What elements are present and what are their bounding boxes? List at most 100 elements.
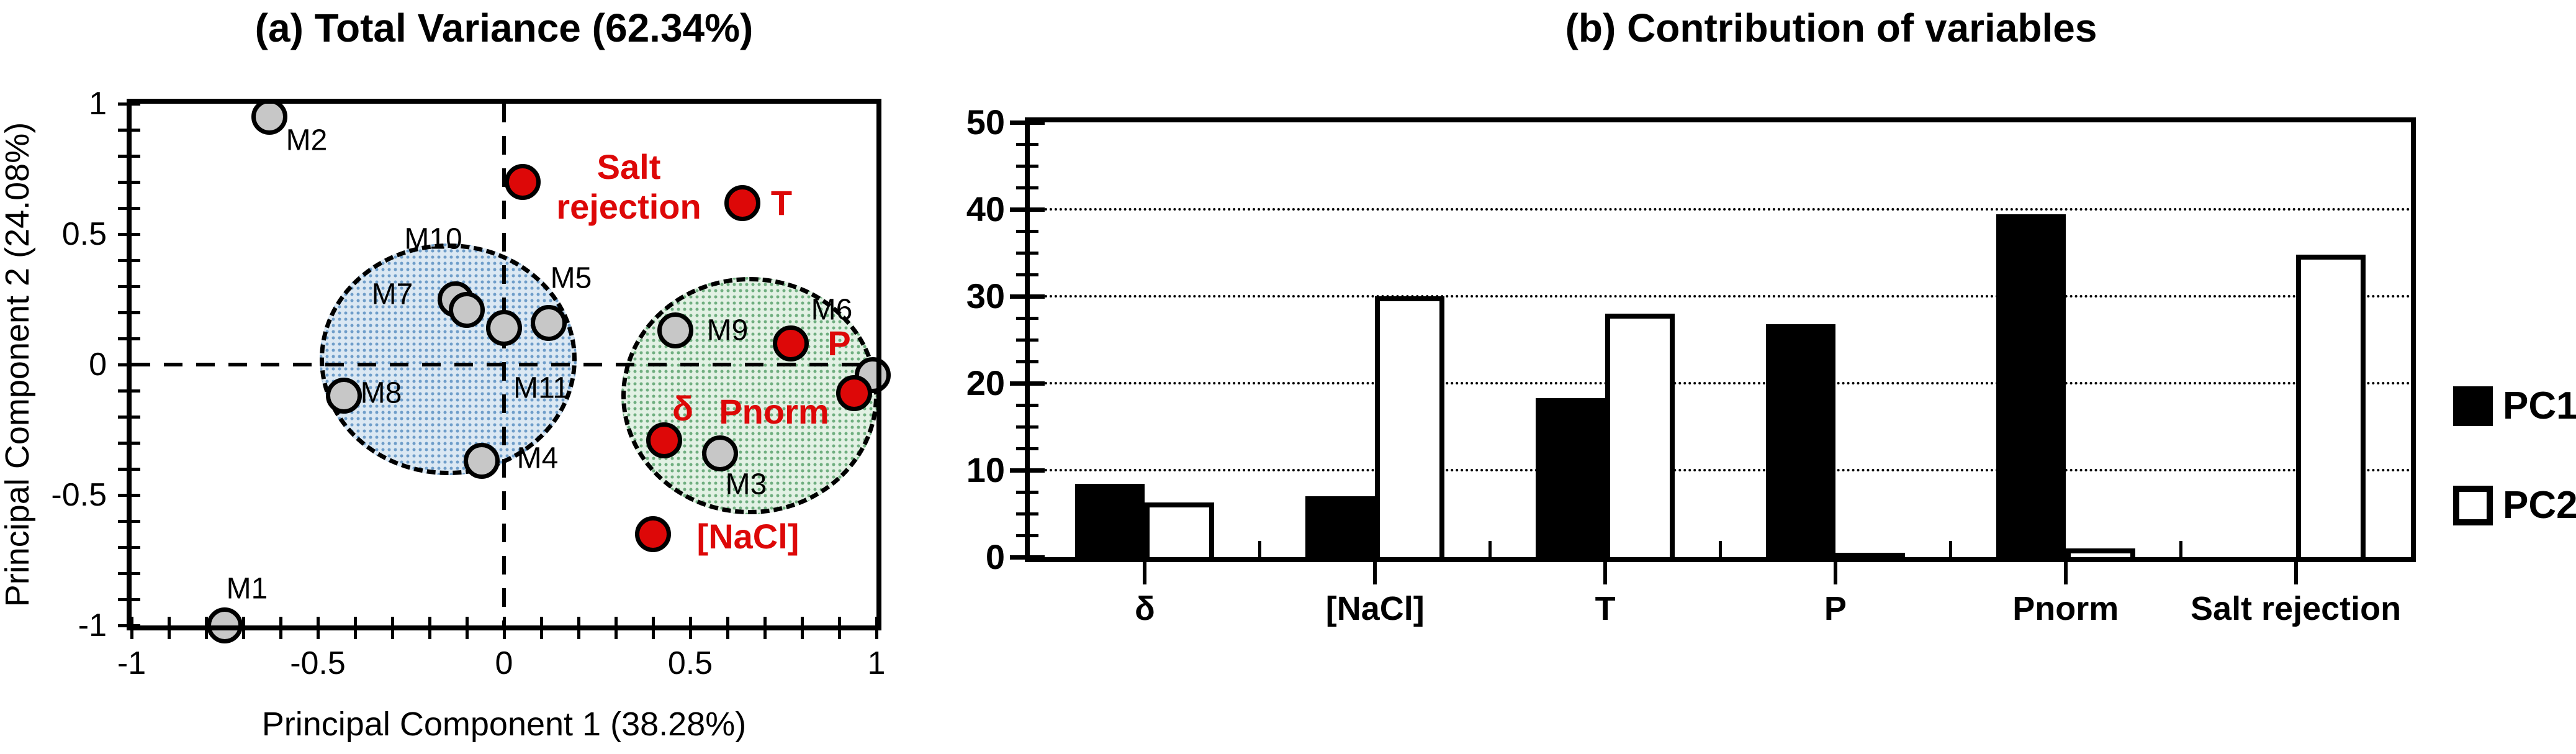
b-y-axis-tick <box>1016 447 1038 450</box>
x-axis-tick <box>837 617 841 639</box>
x-axis-tick <box>130 617 133 639</box>
y-axis-tick <box>118 180 140 184</box>
x-axis-tick <box>390 617 394 639</box>
b-x-axis-tick-boundary <box>1948 541 1952 557</box>
b-y-axis-tick <box>1016 490 1038 494</box>
bar-pc2-Salt rejection <box>2295 254 2366 557</box>
x-axis-tick <box>241 617 245 639</box>
y-axis-tick <box>118 519 140 523</box>
y-axis-tick <box>118 311 140 314</box>
variable-label-δ: δ <box>672 389 693 429</box>
y-axis-tick <box>118 284 140 288</box>
b-y-axis-tick <box>1016 251 1038 255</box>
bar-pc1-T <box>1536 397 1606 557</box>
gridline-20 <box>1030 382 2411 384</box>
b-x-axis-tick-boundary <box>2179 541 2182 557</box>
x-axis-tick <box>502 617 506 639</box>
y-axis-tick <box>118 545 140 549</box>
category-label-Salt rejection: Salt rejection <box>2191 590 2402 627</box>
scatter-point-M5 <box>531 304 567 341</box>
b-y-axis-tick <box>1016 512 1038 516</box>
scatter-point-M11 <box>486 310 522 347</box>
variable-point-[NaCl] <box>635 516 671 552</box>
b-y-axis-tick <box>1016 316 1038 320</box>
scatter-point-M1 <box>207 607 243 643</box>
y-axis-tick <box>118 363 140 366</box>
scatter-point-M2 <box>251 99 287 135</box>
sample-label-M4: M4 <box>516 442 559 475</box>
panel-a-x-axis-title: Principal Component 1 (38.28%) <box>261 706 747 743</box>
bar-pc2-T <box>1605 314 1675 557</box>
category-label-[NaCl]: [NaCl] <box>1325 590 1425 627</box>
sample-label-M7: M7 <box>371 278 413 311</box>
x-axis-tick <box>726 617 729 639</box>
category-label-δ: δ <box>1135 590 1155 627</box>
b-x-axis-tick-boundary <box>1488 541 1492 557</box>
x-axis-tick <box>875 617 878 639</box>
b-y-axis-tick <box>1010 555 1045 560</box>
b-y-axis-tick <box>1010 381 1045 386</box>
b-y-axis-tick <box>1016 229 1038 233</box>
blue-cluster-ellipse <box>320 243 577 476</box>
gridline-30 <box>1030 295 2411 298</box>
sample-label-M5: M5 <box>550 261 592 295</box>
sample-label-M3: M3 <box>725 468 767 501</box>
y-axis-tick <box>118 102 140 106</box>
b-y-axis-tick <box>1016 360 1038 363</box>
y-tick-label: -1 <box>78 607 107 643</box>
b-x-axis-tick-center <box>1143 562 1147 584</box>
b-y-axis-tick <box>1016 425 1038 429</box>
b-y-axis-tick <box>1016 186 1038 189</box>
pc1-swatch-icon <box>2453 386 2493 426</box>
x-tick-label: -0.5 <box>290 645 346 681</box>
x-axis-tick <box>204 617 208 639</box>
sample-label-M2: M2 <box>286 124 328 157</box>
b-y-axis-tick <box>1010 468 1045 473</box>
bar-pc2-[NaCl] <box>1375 296 1445 557</box>
b-y-axis-tick <box>1016 164 1038 168</box>
b-x-axis-tick-boundary <box>1258 541 1262 557</box>
b-x-axis-tick-center <box>2063 562 2068 584</box>
zero-line-vertical <box>502 104 506 625</box>
bar-pc2-Pnorm <box>2065 548 2135 557</box>
sample-label-M9: M9 <box>706 314 749 347</box>
sample-label-M11: M11 <box>513 371 569 405</box>
variable-point-Pnorm <box>836 375 872 412</box>
sample-label-M6: M6 <box>811 293 853 327</box>
variable-label-[NaCl]: [NaCl] <box>696 517 799 556</box>
y-axis-tick <box>118 154 140 158</box>
b-y-axis-tick <box>1016 403 1038 407</box>
bar-pc1-[NaCl] <box>1305 496 1376 557</box>
scatter-point-M8 <box>326 378 362 414</box>
b-y-axis-tick <box>1016 142 1038 146</box>
x-axis-tick <box>800 617 804 639</box>
panel-a-title: (a) Total Variance (62.34%) <box>254 6 754 50</box>
variable-label-Pnorm: Pnorm <box>719 391 829 431</box>
y-axis-tick <box>118 493 140 497</box>
b-y-tick-label: 10 <box>966 450 1005 489</box>
x-axis-tick <box>763 617 767 639</box>
scatter-point-M9 <box>657 312 693 349</box>
x-tick-label: 0 <box>495 645 513 681</box>
b-x-axis-tick-center <box>1833 562 1837 584</box>
legend-item-pc1: PC1 <box>2453 386 2576 426</box>
pc2-legend-label: PC2 <box>2503 484 2576 527</box>
b-y-axis-tick <box>1016 273 1038 276</box>
b-x-axis-tick-center <box>1603 562 1608 584</box>
y-tick-label: 1 <box>89 86 107 122</box>
pc2-swatch-icon <box>2453 486 2493 525</box>
x-tick-label: 0.5 <box>667 645 713 681</box>
variable-point-δ <box>646 422 682 458</box>
x-axis-tick <box>428 617 431 639</box>
y-tick-label: -0.5 <box>51 477 107 513</box>
gridline-40 <box>1030 208 2411 211</box>
x-axis-tick <box>651 617 655 639</box>
b-y-axis-tick <box>1016 338 1038 342</box>
y-axis-tick <box>118 128 140 132</box>
y-axis-tick <box>118 258 140 262</box>
x-axis-tick <box>279 617 282 639</box>
y-axis-tick <box>118 467 140 471</box>
y-tick-label: 0 <box>89 347 107 383</box>
